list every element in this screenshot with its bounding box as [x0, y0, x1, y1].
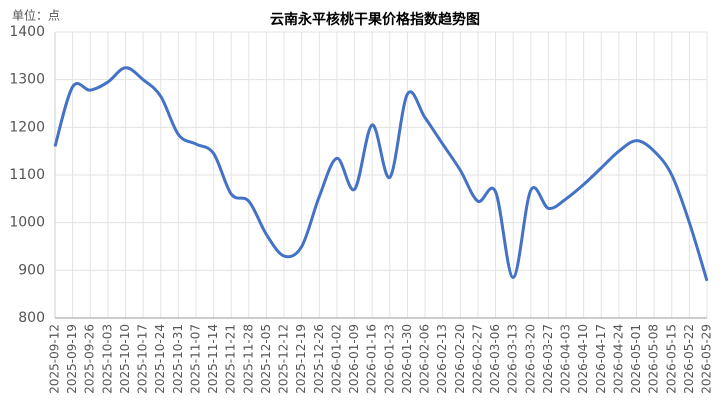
x-tick-label: 2025-10-31 [171, 324, 185, 394]
y-tick-label: 1000 [9, 215, 45, 231]
x-tick-label: 2026-05-22 [682, 324, 696, 394]
x-tick-label: 2026-04-03 [559, 324, 573, 394]
unit-label: 单位：点 [12, 8, 60, 23]
x-tick-label: 2026-04-17 [594, 324, 608, 394]
y-tick-label: 1400 [9, 24, 45, 40]
x-tick-label: 2026-01-30 [400, 324, 414, 394]
x-tick-label: 2025-10-24 [153, 324, 167, 394]
y-tick-label: 800 [18, 310, 45, 326]
line [53, 66, 709, 282]
x-tick-label: 2025-11-21 [224, 324, 238, 394]
y-tick-label: 1200 [9, 119, 45, 135]
x-tick-label: 2026-05-01 [629, 324, 643, 394]
y-tick-label: 1100 [9, 167, 45, 183]
x-tick-label: 2025-12-26 [312, 324, 326, 394]
x-tick-label: 2026-01-23 [382, 324, 396, 394]
x-tick-label: 2026-03-20 [523, 324, 537, 394]
x-tick-label: 2025-11-07 [188, 324, 202, 394]
x-tick-label: 2025-12-05 [259, 324, 273, 394]
y-tick-label: 1300 [9, 72, 45, 88]
x-tick-label: 2025-10-03 [100, 324, 114, 394]
x-tick-label: 2026-04-24 [611, 324, 625, 394]
chart-title: 云南永平核桃干果价格指数趋势图 [270, 11, 480, 28]
x-tick-label: 2026-05-29 [700, 324, 714, 394]
x-tick-label: 2026-01-02 [329, 324, 343, 394]
x-tick-label: 2026-02-06 [418, 324, 432, 394]
x-tick-label: 2025-09-26 [83, 324, 97, 394]
x-tick-label: 2026-05-15 [664, 324, 678, 394]
x-tick-label: 2025-11-28 [241, 324, 255, 394]
x-tick-label: 2026-03-06 [488, 324, 502, 394]
x-tick-label: 2026-04-10 [576, 324, 590, 394]
x-tick-label: 2026-03-27 [541, 324, 555, 394]
x-tick-label: 2025-09-19 [65, 324, 79, 394]
x-tick-label: 2025-09-12 [48, 324, 62, 394]
x-tick-label: 2025-12-12 [277, 324, 291, 394]
x-tick-label: 2025-11-14 [206, 324, 220, 394]
x-tick-label: 2026-02-27 [470, 324, 484, 394]
x-tick-label: 2026-05-08 [647, 324, 661, 394]
y-tick-label: 900 [18, 262, 45, 278]
x-tick-label: 2026-01-16 [365, 324, 379, 394]
x-tick-label: 2026-03-13 [506, 324, 520, 394]
x-tick-label: 2025-10-17 [136, 324, 150, 394]
x-tick-label: 2025-10-10 [118, 324, 132, 394]
x-tick-label: 2026-02-20 [453, 324, 467, 394]
x-tick-label: 2025-12-19 [294, 324, 308, 394]
x-tick-label: 2026-02-13 [435, 324, 449, 394]
x-tick-label: 2026-01-09 [347, 324, 361, 394]
